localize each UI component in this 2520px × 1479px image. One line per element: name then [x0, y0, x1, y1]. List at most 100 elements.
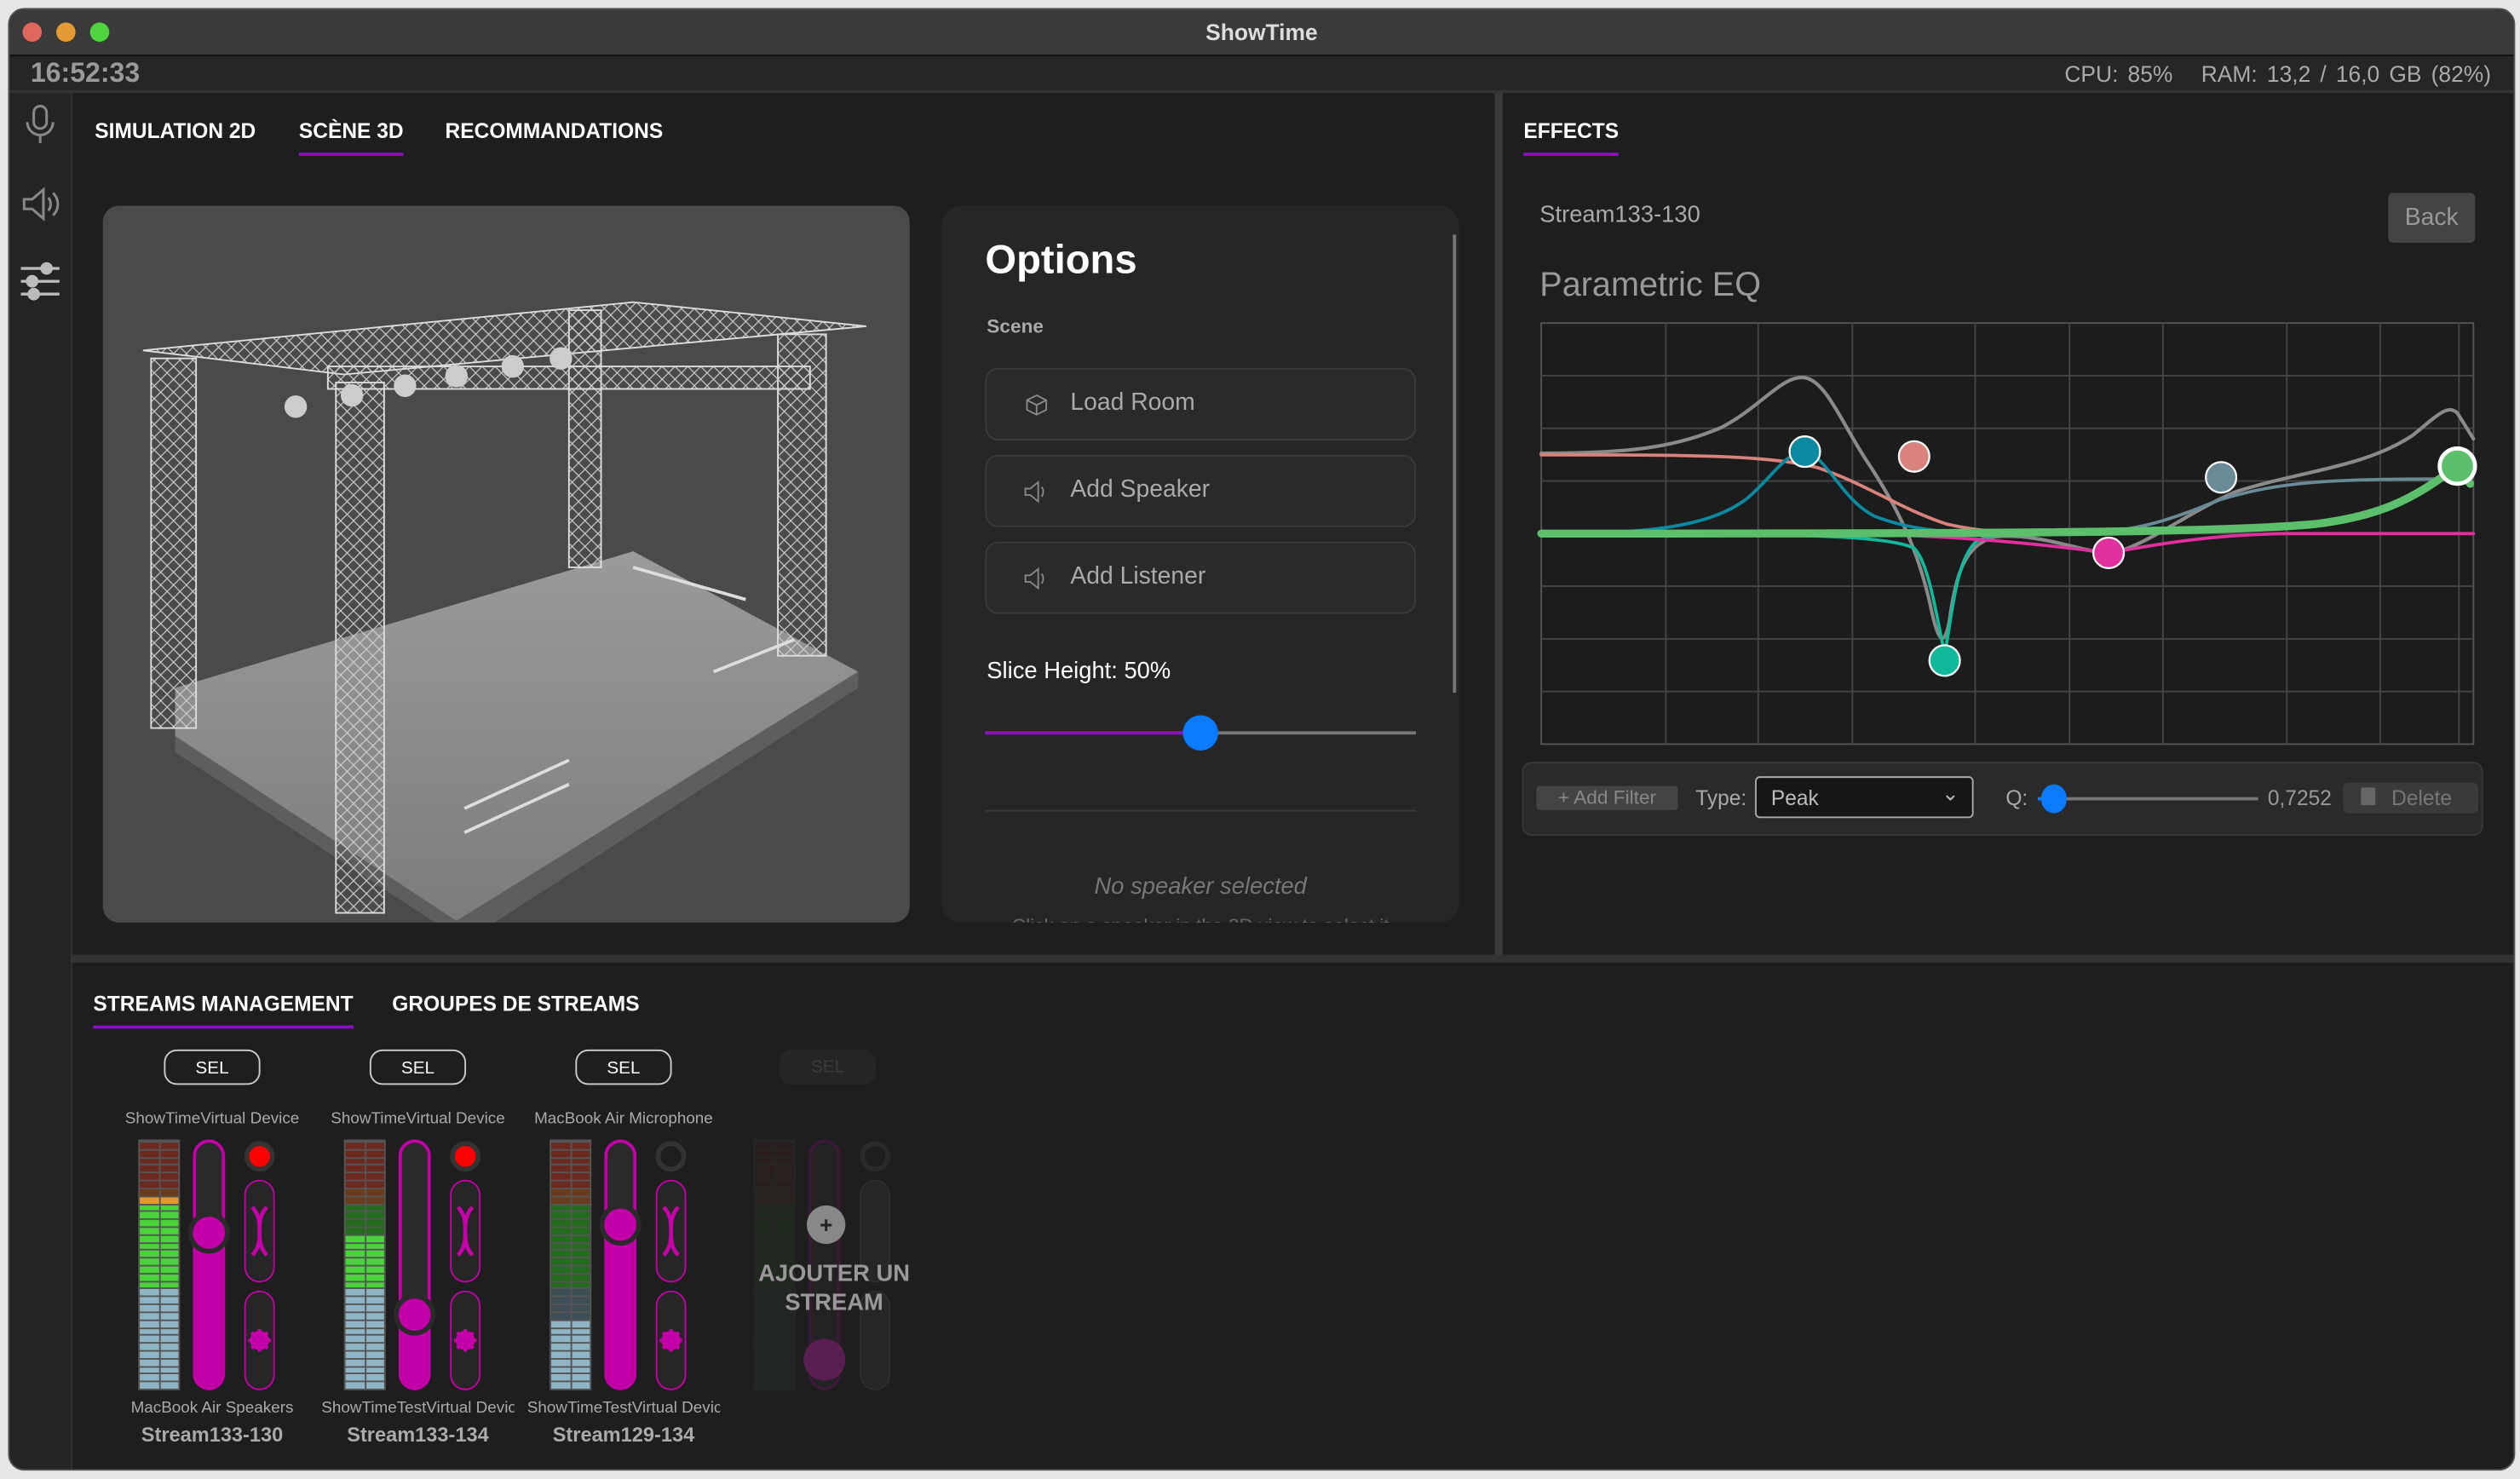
- fader-thumb[interactable]: [187, 1211, 230, 1253]
- meter-segment: [140, 1158, 179, 1165]
- panel-splitter[interactable]: [1494, 93, 1503, 957]
- fader-thumb[interactable]: [599, 1204, 642, 1246]
- settings-button[interactable]: [244, 1290, 275, 1390]
- meter-segment: [755, 1367, 794, 1373]
- sel-button[interactable]: SEL: [575, 1049, 672, 1085]
- eq-filter-handle-1[interactable]: [1788, 435, 1821, 469]
- meter-segment: [345, 1243, 384, 1250]
- eq-filter-handle-5[interactable]: [2205, 461, 2238, 494]
- settings-button[interactable]: [655, 1290, 687, 1390]
- fader-thumb[interactable]: [394, 1293, 436, 1337]
- slider-thumb[interactable]: [1182, 715, 1218, 751]
- tab-recommandations[interactable]: RECOMMANDATIONS: [445, 118, 664, 143]
- tab-scene-3d[interactable]: SCÈNE 3D: [298, 119, 404, 156]
- tab-simulation-2d[interactable]: SIMULATION 2D: [95, 118, 256, 143]
- record-button[interactable]: [244, 1141, 275, 1172]
- delete-filter-button[interactable]: Delete: [2343, 782, 2478, 814]
- tab-groupes-de-streams[interactable]: GROUPES DE STREAMS: [392, 991, 640, 1016]
- eq-filter-handle-3[interactable]: [1928, 644, 1961, 677]
- meter-segment: [345, 1289, 384, 1296]
- ghost-settings: [860, 1290, 891, 1390]
- eq-filter-handle-4[interactable]: [2092, 536, 2126, 570]
- sel-button[interactable]: SEL: [164, 1049, 261, 1085]
- meter-segment: [755, 1165, 794, 1172]
- eq-filter-handle-6[interactable]: [2437, 446, 2477, 486]
- link-button[interactable]: [655, 1179, 687, 1283]
- tab-streams-management[interactable]: STREAMS MANAGEMENT: [93, 992, 354, 1029]
- add-speaker-button[interactable]: Add Speaker: [985, 454, 1417, 527]
- eq-graph[interactable]: [9, 9, 2513, 1469]
- meter-segment: [755, 1181, 794, 1188]
- meter-segment: [551, 1228, 590, 1234]
- volume-fader[interactable]: [604, 1139, 637, 1390]
- back-button[interactable]: Back: [2388, 193, 2476, 243]
- meter-segment: [140, 1313, 179, 1320]
- 3d-viewport[interactable]: [102, 205, 910, 923]
- minimize-button[interactable]: [56, 22, 76, 43]
- meter-segment: [345, 1228, 384, 1234]
- volume-fader[interactable]: [193, 1139, 226, 1390]
- meter-segment: [345, 1281, 384, 1288]
- meter-segment: [755, 1382, 794, 1389]
- add-stream-strip[interactable]: SEL + AJOUTER UN STREAM: [731, 1046, 936, 1464]
- add-speaker-label: Add Speaker: [1070, 475, 1211, 504]
- meter-segment: [755, 1196, 794, 1204]
- meter-segment: [755, 1274, 794, 1280]
- link-button[interactable]: [450, 1179, 481, 1283]
- ghost-meter: [753, 1139, 796, 1390]
- zoom-button[interactable]: [89, 22, 110, 43]
- options-panel: Options Scene Load Room Add Speaker Add …: [941, 205, 1459, 923]
- truss-roof: [142, 301, 866, 376]
- meter-segment: [755, 1297, 794, 1304]
- sel-button[interactable]: SEL: [369, 1049, 467, 1085]
- q-label: Q:: [2005, 786, 2028, 810]
- panel-splitter-horizontal[interactable]: [71, 954, 2514, 964]
- link-button[interactable]: [244, 1179, 275, 1283]
- meter-segment: [551, 1313, 590, 1320]
- microphone-icon[interactable]: [20, 103, 61, 145]
- add-stream-label[interactable]: AJOUTER UN STREAM: [758, 1261, 910, 1317]
- filter-type-select[interactable]: Peak ⌄: [1755, 776, 1974, 819]
- meter-segment: [345, 1212, 384, 1219]
- meter-segment: [345, 1188, 384, 1195]
- meter-segment: [140, 1150, 179, 1157]
- slice-height-slider[interactable]: [985, 715, 1417, 751]
- scrollbar[interactable]: [1453, 234, 1457, 693]
- chevron-down-icon: ⌄: [1942, 780, 1959, 806]
- settings-button[interactable]: [450, 1290, 481, 1390]
- q-slider[interactable]: [2038, 784, 2258, 814]
- delete-label: Delete: [2391, 786, 2453, 810]
- slice-height-label: Slice Height: 50%: [987, 659, 1171, 685]
- record-button[interactable]: [655, 1141, 687, 1172]
- speaker-icon[interactable]: [20, 183, 61, 225]
- meter-segment: [345, 1367, 384, 1373]
- meter-segment: [755, 1351, 794, 1358]
- q-slider-thumb[interactable]: [2040, 784, 2068, 814]
- meter-segment: [140, 1142, 179, 1149]
- meter-segment: [345, 1313, 384, 1320]
- volume-fader[interactable]: [398, 1139, 431, 1390]
- meter-segment: [551, 1258, 590, 1265]
- stream-strip: SEL ShowTimeVirtual Device MacBook Air S…: [116, 1046, 321, 1464]
- close-button[interactable]: [22, 22, 43, 43]
- meter-segment: [140, 1281, 179, 1288]
- meter-segment: [140, 1165, 179, 1172]
- tab-effects[interactable]: EFFECTS: [1523, 119, 1620, 156]
- plus-icon[interactable]: +: [807, 1205, 846, 1245]
- options-title: Options: [985, 238, 1137, 284]
- eq-filter-handle-2[interactable]: [1897, 440, 1930, 473]
- record-button[interactable]: [450, 1141, 481, 1172]
- meter-segment: [551, 1336, 590, 1343]
- eq-title: Parametric EQ: [1539, 267, 1762, 304]
- load-room-button[interactable]: Load Room: [985, 368, 1417, 440]
- add-filter-button[interactable]: + Add Filter: [1536, 786, 1678, 810]
- meter-segment: [551, 1374, 590, 1381]
- cube-icon: [1026, 394, 1048, 416]
- add-listener-button[interactable]: Add Listener: [985, 541, 1417, 614]
- meter-segment: [140, 1344, 179, 1350]
- meter-segment: [140, 1297, 179, 1304]
- meter-segment: [551, 1196, 590, 1204]
- meter-segment: [755, 1281, 794, 1288]
- sliders-icon[interactable]: [20, 261, 61, 302]
- meter-segment: [551, 1274, 590, 1280]
